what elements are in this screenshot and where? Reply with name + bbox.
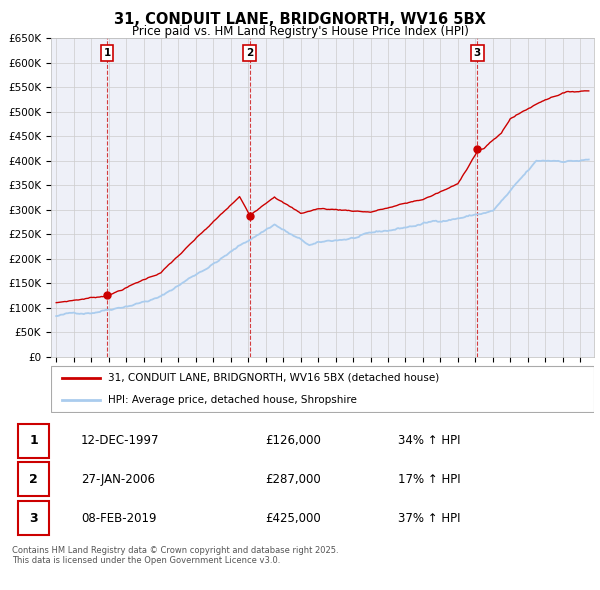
Text: 1: 1: [104, 48, 111, 58]
Text: 12-DEC-1997: 12-DEC-1997: [81, 434, 160, 447]
FancyBboxPatch shape: [18, 424, 49, 458]
Text: 37% ↑ HPI: 37% ↑ HPI: [398, 512, 460, 525]
Text: £287,000: £287,000: [265, 473, 321, 486]
Text: £425,000: £425,000: [265, 512, 321, 525]
Text: HPI: Average price, detached house, Shropshire: HPI: Average price, detached house, Shro…: [108, 395, 357, 405]
FancyBboxPatch shape: [51, 366, 594, 412]
Text: 2: 2: [246, 48, 253, 58]
FancyBboxPatch shape: [18, 463, 49, 496]
Text: 1: 1: [29, 434, 38, 447]
Text: Contains HM Land Registry data © Crown copyright and database right 2025.
This d: Contains HM Land Registry data © Crown c…: [12, 546, 338, 565]
Text: 31, CONDUIT LANE, BRIDGNORTH, WV16 5BX: 31, CONDUIT LANE, BRIDGNORTH, WV16 5BX: [114, 12, 486, 27]
Text: Price paid vs. HM Land Registry's House Price Index (HPI): Price paid vs. HM Land Registry's House …: [131, 25, 469, 38]
Text: 3: 3: [29, 512, 38, 525]
Text: 17% ↑ HPI: 17% ↑ HPI: [398, 473, 461, 486]
FancyBboxPatch shape: [18, 501, 49, 535]
Text: 27-JAN-2006: 27-JAN-2006: [81, 473, 155, 486]
Text: 2: 2: [29, 473, 38, 486]
Text: 34% ↑ HPI: 34% ↑ HPI: [398, 434, 460, 447]
Text: £126,000: £126,000: [265, 434, 322, 447]
Text: 08-FEB-2019: 08-FEB-2019: [81, 512, 157, 525]
Text: 3: 3: [474, 48, 481, 58]
Text: 31, CONDUIT LANE, BRIDGNORTH, WV16 5BX (detached house): 31, CONDUIT LANE, BRIDGNORTH, WV16 5BX (…: [108, 373, 439, 383]
